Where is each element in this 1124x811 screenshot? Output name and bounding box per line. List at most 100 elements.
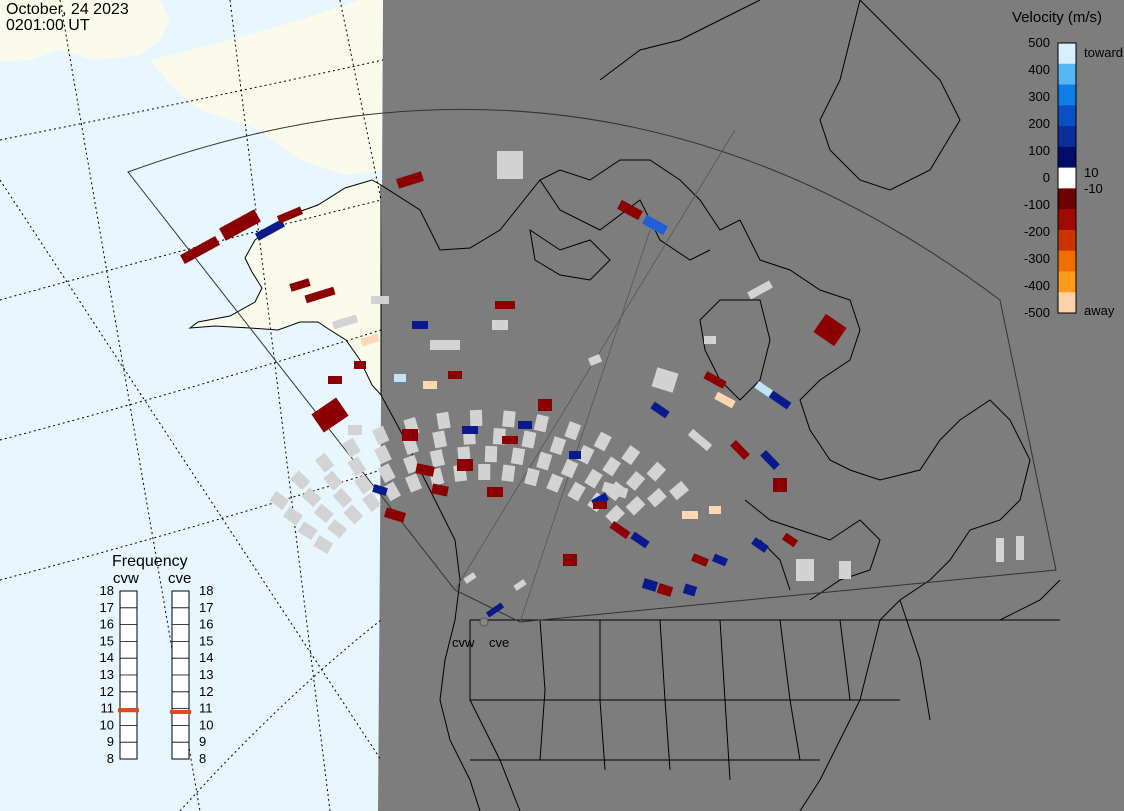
frequency-scale-label: 13 (199, 667, 213, 682)
colorbar-tick-label: -300 (1024, 251, 1050, 266)
velocity-cell (469, 409, 483, 427)
velocity-cell (521, 430, 537, 449)
velocity-cell (323, 470, 343, 491)
velocity-cell (362, 491, 382, 512)
radar-site-cvw (479, 617, 489, 627)
velocity-cell (584, 468, 603, 489)
velocity-cell (463, 572, 477, 584)
velocity-cell (747, 280, 773, 300)
frequency-scale-label: 8 (199, 751, 206, 766)
frequency-panel: Frequency cvw cve 1817161514131211109818… (100, 553, 214, 766)
colorbar-segment (1058, 229, 1076, 252)
velocity-cell (402, 429, 418, 441)
velocity-cell (704, 336, 716, 344)
velocity-cell (412, 321, 428, 329)
velocity-cell (549, 436, 567, 456)
colorbar-segment (1058, 209, 1076, 231)
frequency-radar-cvw: cvw (113, 570, 139, 587)
velocity-cell (538, 399, 552, 411)
velocity-cell (377, 463, 396, 483)
velocity-cell (484, 445, 498, 463)
velocity-cells (180, 151, 1024, 618)
velocity-cell (546, 473, 564, 493)
velocity-cell (448, 371, 462, 379)
colorbar-segment (1058, 105, 1076, 127)
velocity-cell (403, 454, 420, 474)
colorbar-segment (1058, 292, 1076, 314)
velocity-cell (602, 456, 622, 477)
colorbar-segment (1058, 43, 1076, 65)
velocity-cell (497, 151, 523, 179)
night-region (378, 0, 1124, 811)
velocity-cell (513, 579, 527, 591)
velocity-cell (501, 464, 516, 482)
velocity-cell (1016, 536, 1024, 560)
colorbar-segment (1058, 188, 1076, 210)
velocity-cell (304, 286, 336, 304)
velocity-cell (282, 506, 303, 526)
velocity-cell (711, 553, 729, 567)
colorbar-segment (1058, 167, 1076, 189)
radar-label-cve: cve (489, 635, 509, 650)
frequency-scale-label: 13 (100, 667, 114, 682)
velocity-cell (219, 209, 261, 241)
velocity-cell (563, 554, 577, 566)
velocity-cell (457, 459, 473, 471)
velocity-cell (768, 390, 792, 410)
velocity-cell (343, 504, 364, 525)
velocity-cell (328, 376, 342, 384)
velocity-cell (371, 425, 390, 446)
velocity-cell (254, 219, 286, 241)
velocity-cell (567, 481, 586, 502)
frequency-scale-label: 16 (199, 617, 213, 632)
frequency-marker-cve (170, 709, 191, 714)
velocity-cell (587, 353, 603, 367)
velocity-cell (404, 473, 423, 493)
frequency-scale-label: 12 (100, 684, 114, 699)
colorbar-segment (1058, 126, 1076, 148)
frequency-scale-label: 10 (199, 717, 213, 732)
velocity-cell (813, 313, 847, 347)
siberia-land (0, 0, 170, 62)
velocity-cell (347, 456, 367, 477)
frequency-title: Frequency (112, 553, 188, 570)
frequency-scale-label: 14 (199, 650, 213, 665)
frequency-scale-label: 15 (199, 633, 213, 648)
colorbar-segment (1058, 271, 1076, 293)
velocity-cell (429, 449, 445, 468)
velocity-cell (354, 361, 366, 369)
velocity-cell (415, 463, 435, 477)
velocity-cell (781, 532, 799, 548)
frequency-scale-label: 17 (100, 600, 114, 615)
velocity-cell (180, 236, 220, 264)
velocity-cell (290, 470, 311, 491)
velocity-cell (646, 487, 667, 508)
velocity-cell (682, 583, 698, 597)
siberia-land-2 (150, 0, 383, 175)
velocity-cell (656, 583, 674, 597)
velocity-cell (462, 426, 478, 434)
velocity-cell (609, 521, 631, 539)
velocity-cell (332, 487, 353, 508)
velocity-cell (342, 437, 361, 458)
velocity-cell (714, 391, 736, 409)
velocity-cell (502, 410, 516, 428)
colorbar-tick-label: 200 (1028, 116, 1050, 131)
colorbar-toward-label: toward (1084, 45, 1123, 60)
frequency-scale-label: 16 (100, 617, 114, 632)
frequency-scale-label: 8 (107, 751, 114, 766)
radar-label-cvw: cvw (452, 635, 475, 650)
velocity-cell (687, 428, 713, 452)
velocity-cell (996, 538, 1004, 562)
velocity-cell (641, 578, 659, 592)
velocity-cell (605, 504, 625, 525)
frequency-marker-cvw (118, 708, 139, 713)
velocity-cell (601, 481, 629, 499)
frequency-scale-label: 9 (107, 734, 114, 749)
velocity-cell (625, 470, 646, 491)
velocity-cell (796, 559, 814, 581)
velocity-cell (518, 421, 532, 429)
velocity-cell (331, 314, 359, 330)
velocity-cell (313, 535, 334, 554)
